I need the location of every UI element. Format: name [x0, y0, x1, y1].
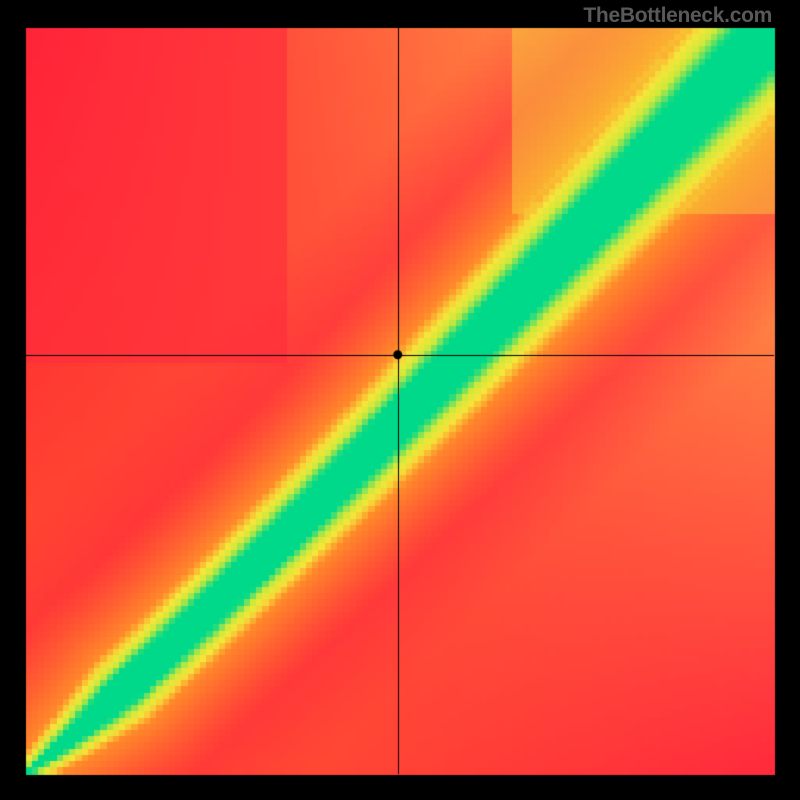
watermark-text: TheBottleneck.com [583, 4, 772, 28]
bottleneck-heatmap [0, 0, 800, 800]
